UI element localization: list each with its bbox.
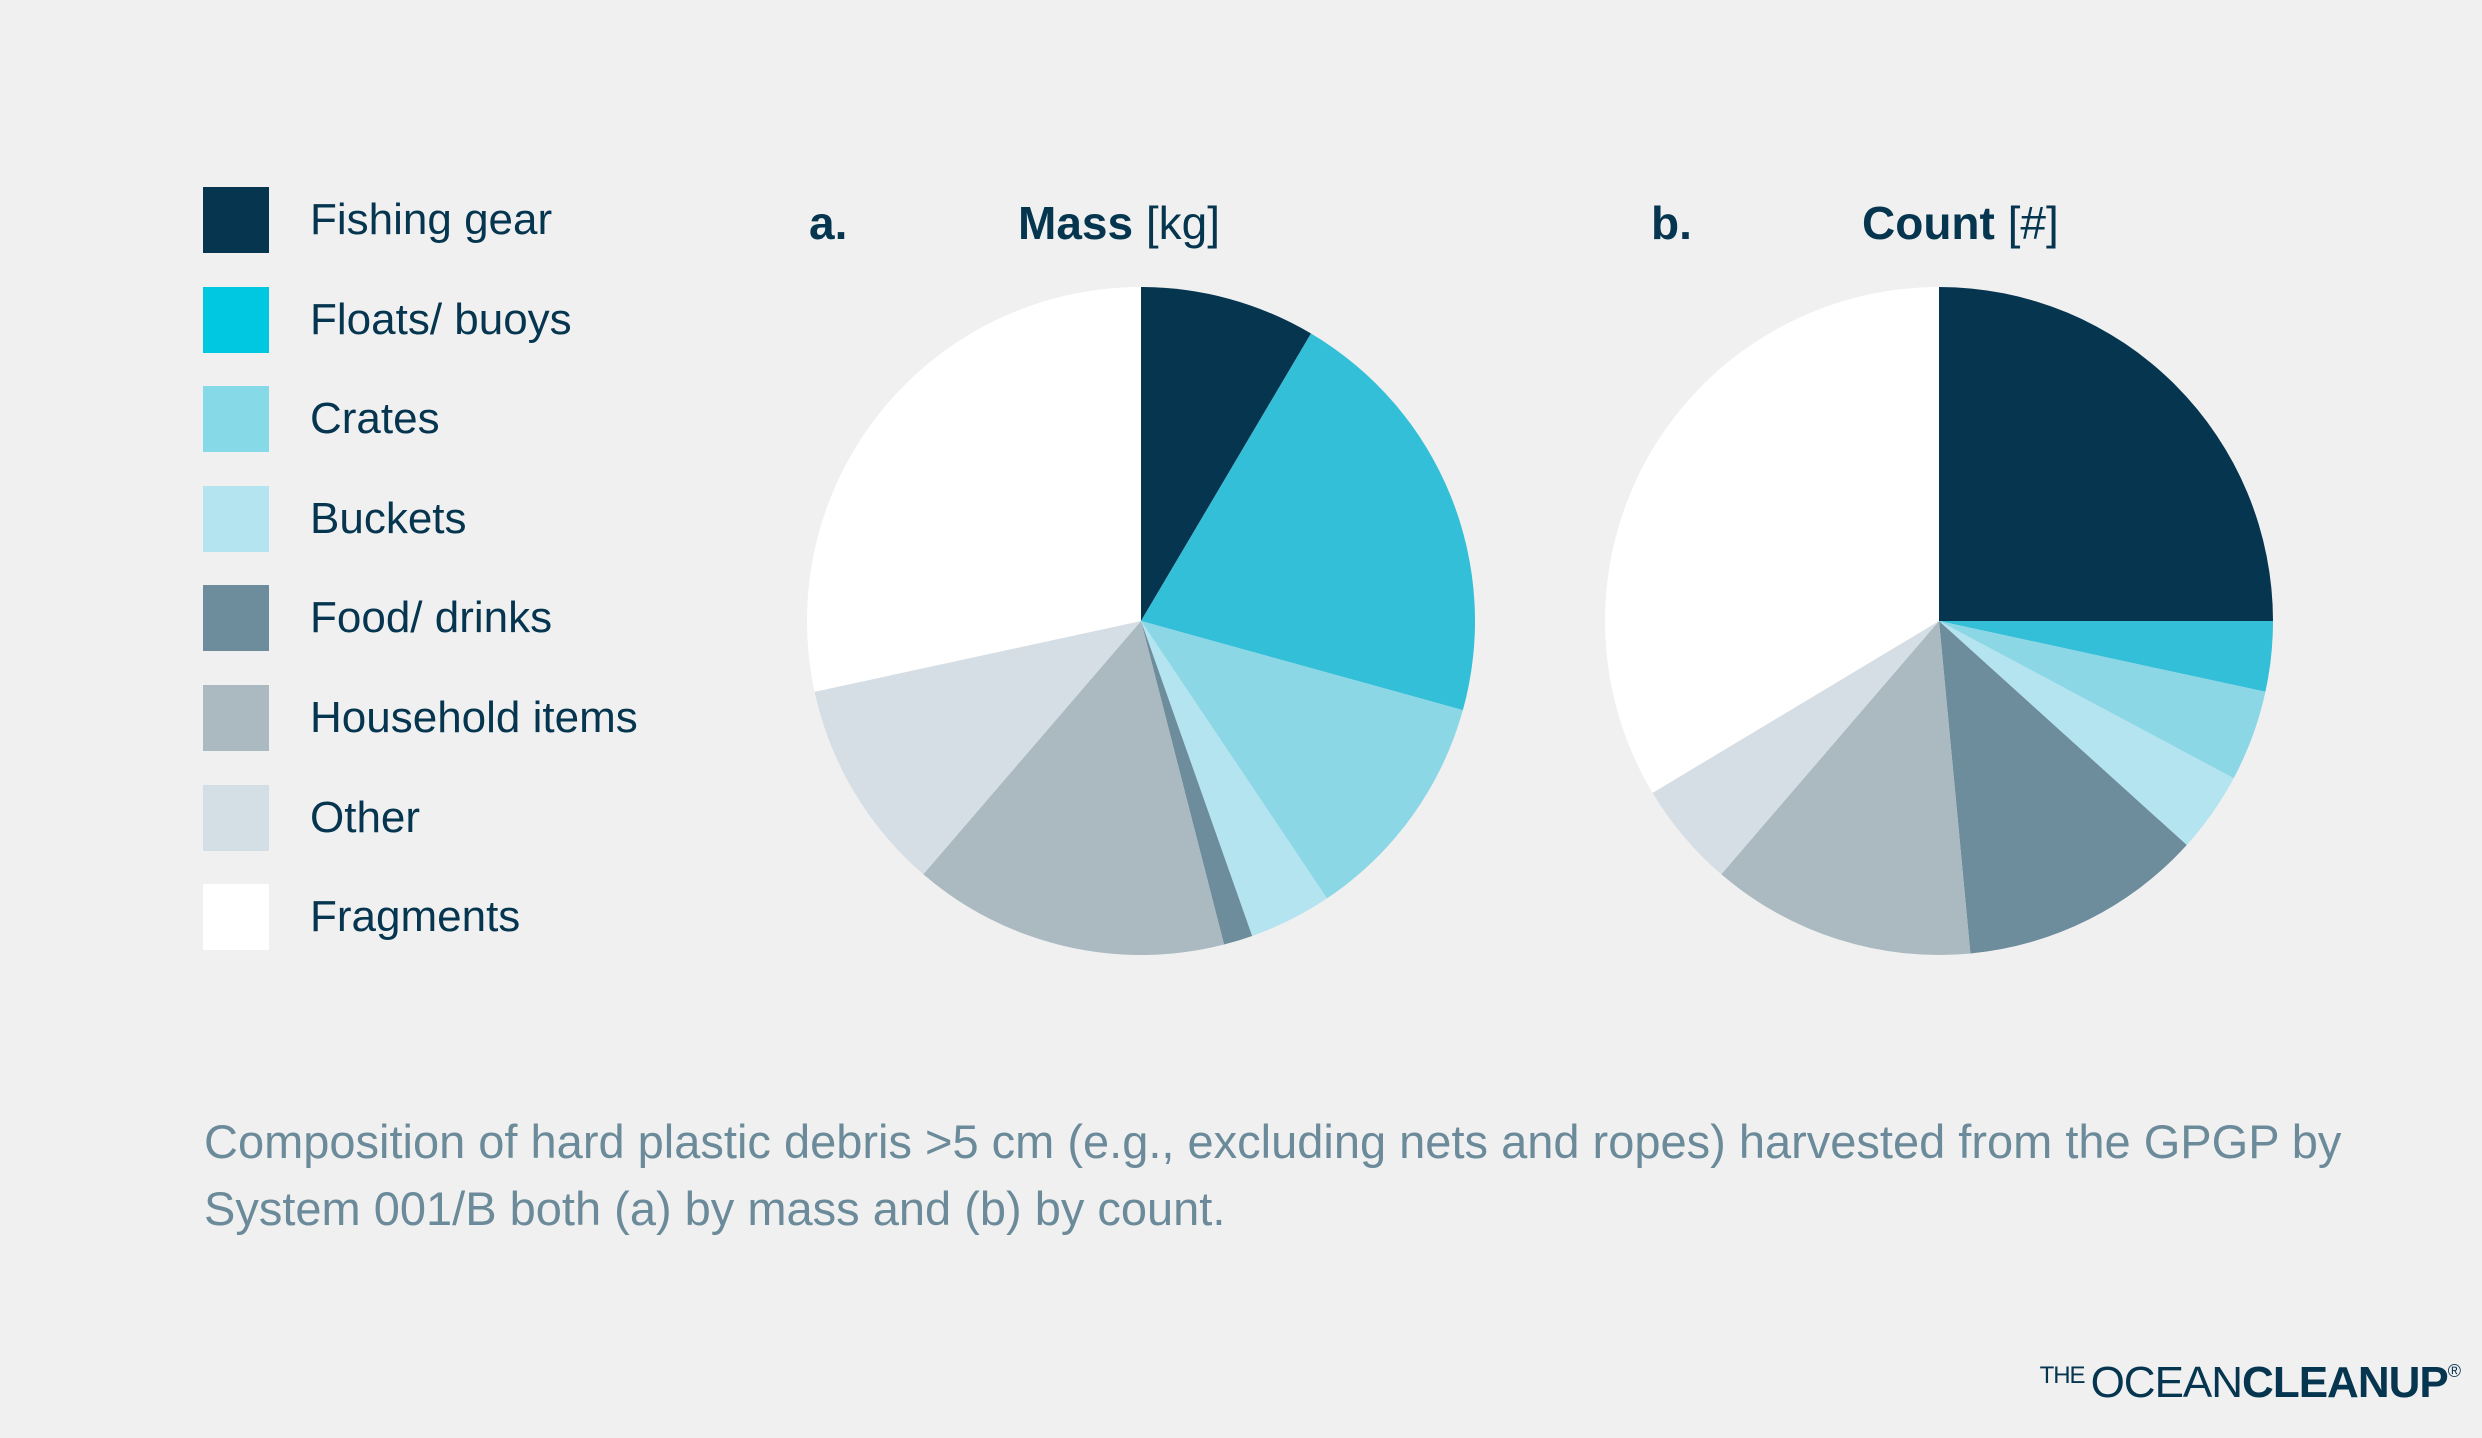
legend-swatch [203,386,269,453]
pie-slice-count-fragments [1605,287,1939,793]
pie-slice-count-other [1652,621,1939,875]
pie-slice-mass-food-drinks [1141,621,1253,945]
legend-label: Floats/ buoys [310,294,572,344]
panel-a-label: a. [809,197,848,249]
count-title: Count [#] [1862,197,2059,249]
pie-slice-mass-buckets [1141,621,1327,936]
pie-slice-count-floats-buoys [1939,621,2273,692]
legend-item: Floats/ buoys [203,286,638,353]
pie-slice-mass-fishing-gear [1141,287,1312,621]
mass-title: Mass [kg] [1018,197,1221,249]
pie-slice-count-fishing-gear [1939,287,2273,621]
pie-slice-mass-fragments [806,287,1141,692]
legend-item: Buckets [203,485,638,552]
legend-label: Buckets [310,493,467,543]
legend-item: Household items [203,684,638,751]
legend-label: Crates [310,394,440,444]
legend-swatch [203,684,269,751]
pie-slice-mass-household-items [923,621,1225,955]
pie-slice-count-buckets [1939,621,2234,846]
ocean-cleanup-logo: THE OCEANCLEANUP® [2039,1358,2461,1407]
legend-item: Fragments [203,884,638,951]
pie-slice-count-food-drinks [1939,621,2187,954]
legend-label: Food/ drinks [310,593,553,643]
pie-slice-count-household-items [1721,621,1971,955]
pie-slice-count-crates [1939,621,2266,779]
legend-label: Fishing gear [310,195,553,244]
legend-item: Crates [203,386,638,453]
pie-slice-mass-other [814,621,1141,875]
legend: Fishing gear Floats/ buoys Crates Buckets Fo… [203,187,638,984]
legend-swatch [203,784,269,851]
legend-swatch [203,286,269,353]
legend-label: Other [310,792,421,842]
caption: Composition of hard plastic debris >5 cm… [204,1115,2342,1235]
legend-swatch [203,485,269,552]
panel-b-label: b. [1651,197,1692,249]
legend-item: Fishing gear [203,187,638,253]
legend-label: Household items [310,692,638,742]
legend-item: Food/ drinks [203,585,638,652]
legend-item: Other [203,784,638,851]
legend-swatch [203,585,269,652]
legend-swatch [203,884,269,951]
legend-swatch [203,187,269,253]
legend-label: Fragments [310,892,521,942]
pie-slice-mass-crates [1141,621,1463,899]
pie-slice-mass-floats-buoys [1141,333,1475,711]
